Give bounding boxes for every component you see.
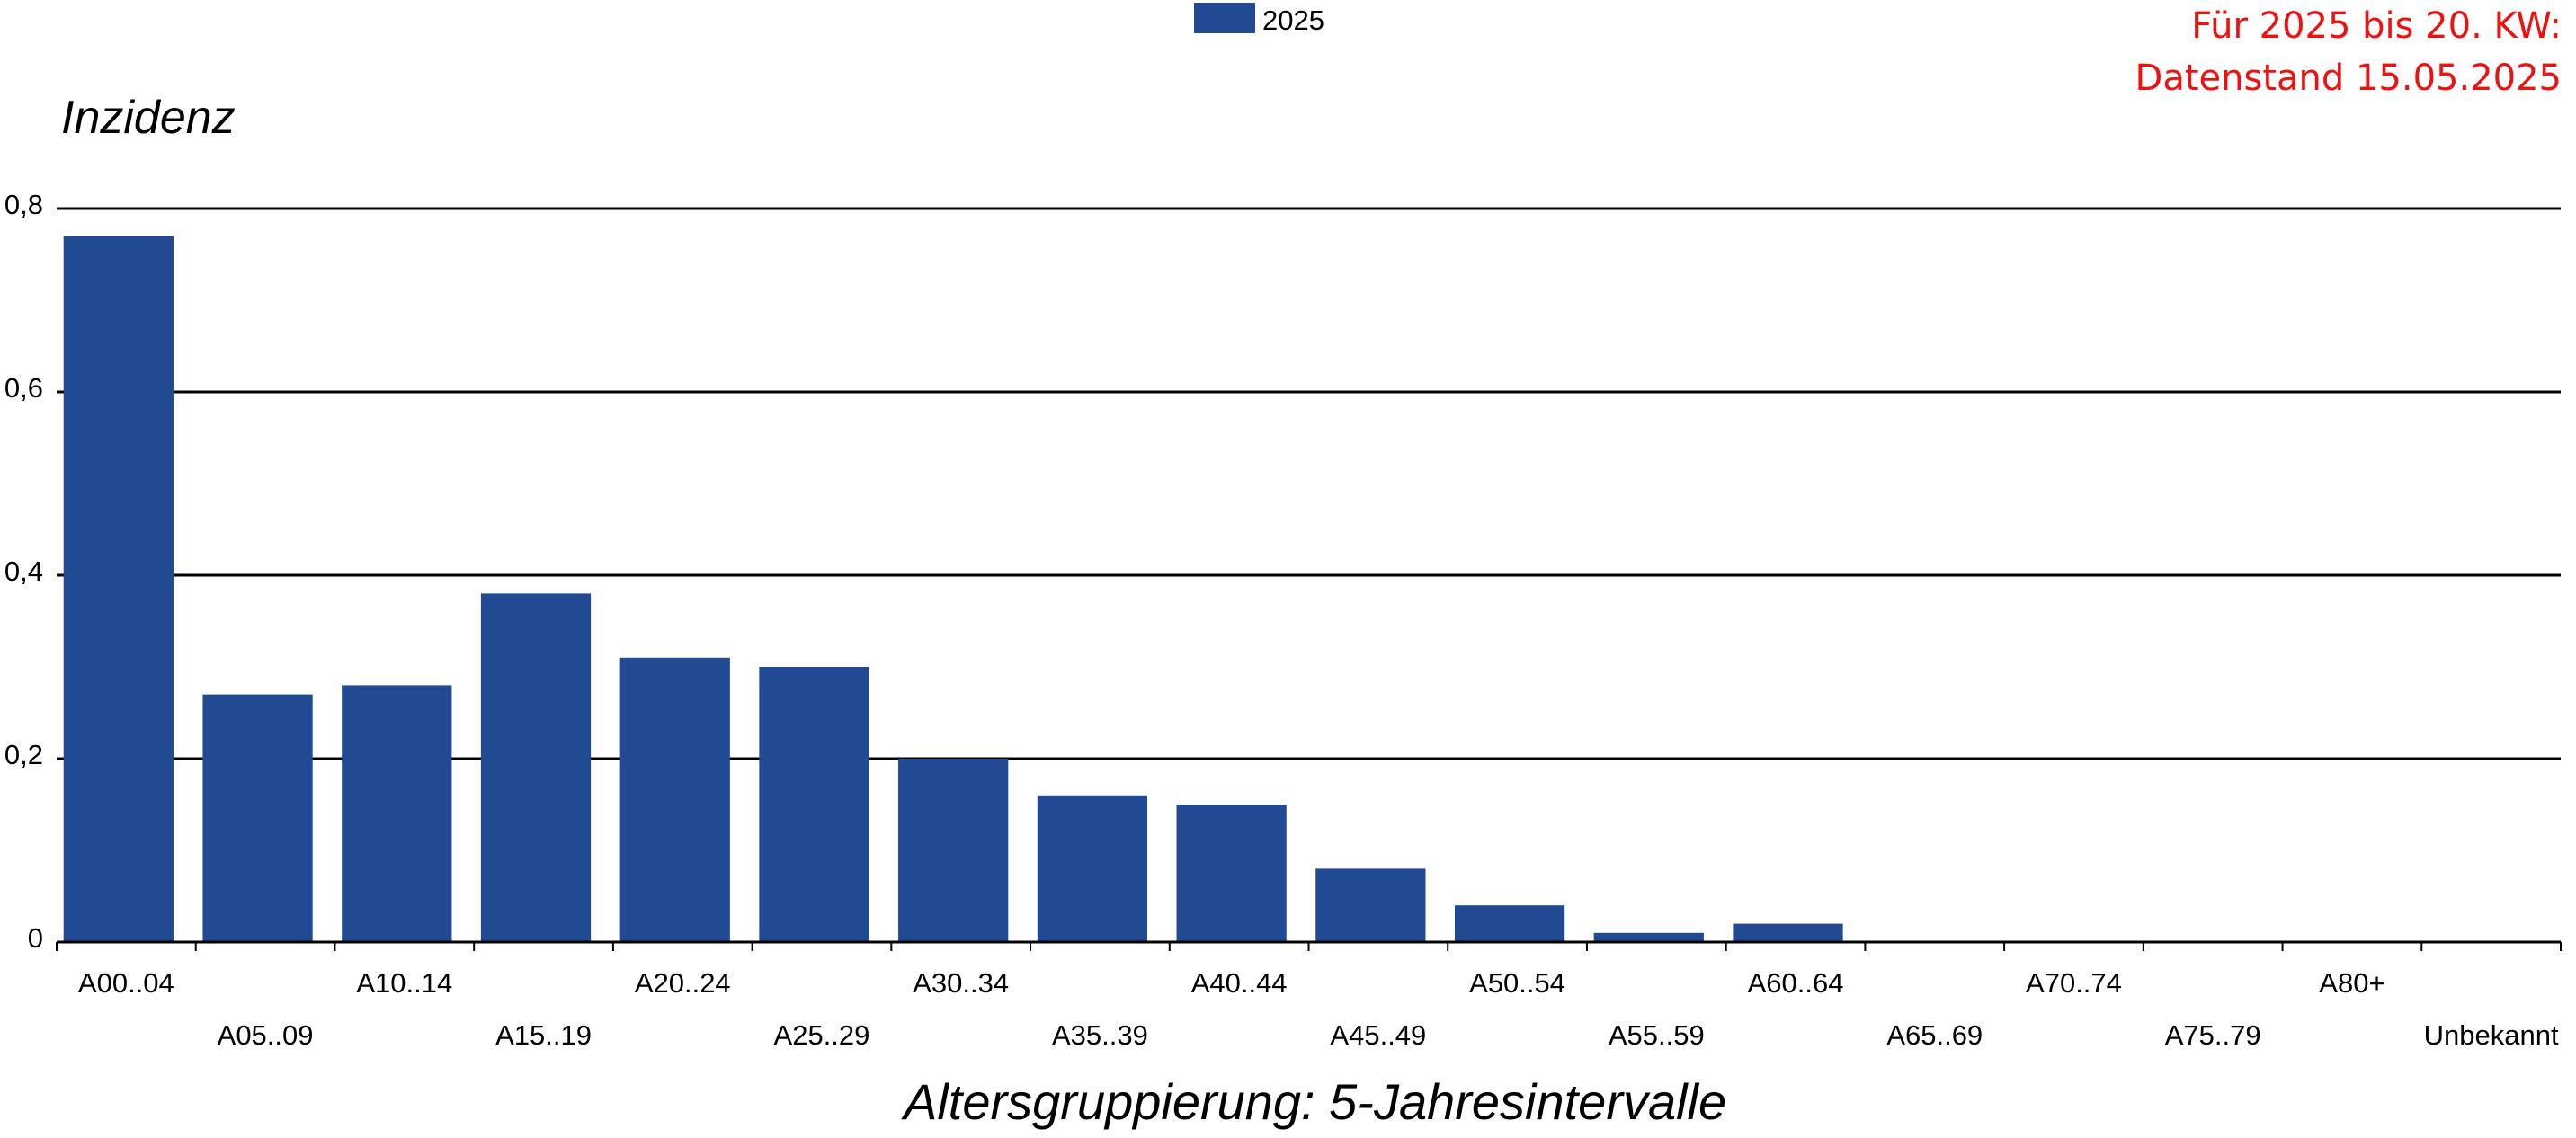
x-tick-label: A10..14 xyxy=(356,967,452,999)
y-tick-label: 0 xyxy=(28,922,43,954)
data-status-note: Für 2025 bis 20. KW: Datenstand 15.05.20… xyxy=(2135,0,2562,104)
y-tick-label: 0,4 xyxy=(4,556,43,587)
note-line-2: Datenstand 15.05.2025 xyxy=(2135,58,2562,99)
bar xyxy=(1315,868,1426,942)
axes xyxy=(56,940,2562,951)
tick-labels: 0 0,2 0,4 0,6 0,8 A00..04 A05..09 A10..14 A15..1… xyxy=(4,189,2559,1051)
y-tick-label: 0,8 xyxy=(4,189,43,220)
y-tick-label: 0,2 xyxy=(4,739,43,770)
bar xyxy=(759,667,869,942)
x-tick-label: A55..59 xyxy=(1609,1019,1705,1051)
bar xyxy=(1176,805,1287,942)
x-tick-label: A30..34 xyxy=(913,967,1009,999)
legend-swatch xyxy=(1194,3,1255,33)
bar xyxy=(202,694,313,942)
x-tick-label: A40..44 xyxy=(1191,967,1288,999)
x-tick-label: A15..19 xyxy=(495,1019,592,1051)
bar xyxy=(480,593,592,942)
bar xyxy=(898,759,1009,942)
x-tick-label: A25..29 xyxy=(774,1019,870,1051)
x-tick-label: A65..69 xyxy=(1886,1019,1983,1051)
gridlines xyxy=(57,207,2561,760)
x-tick-label: A35..39 xyxy=(1052,1019,1148,1051)
bar xyxy=(1037,795,1148,942)
bar xyxy=(63,236,174,943)
y-axis-title: Inzidenz xyxy=(61,92,236,144)
bar xyxy=(1733,923,1843,942)
x-tick-label: A70..74 xyxy=(2026,967,2122,999)
legend: 2025 xyxy=(1194,3,1324,36)
bar xyxy=(342,685,452,942)
x-axis-title: Altersgruppierung: 5-Jahresintervalle xyxy=(901,1073,1726,1130)
bar xyxy=(1593,932,1704,942)
x-tick-label: A75..79 xyxy=(2165,1019,2261,1051)
bar xyxy=(1454,905,1565,942)
legend-label: 2025 xyxy=(1262,4,1324,36)
x-tick-label: A50..54 xyxy=(1469,967,1565,999)
x-tick-label: Unbekannt xyxy=(2424,1019,2559,1051)
y-tick-label: 0,6 xyxy=(4,372,43,404)
bars xyxy=(63,236,1843,943)
note-line-1: Für 2025 bis 20. KW: xyxy=(2191,5,2562,47)
x-tick-label: A20..24 xyxy=(635,967,731,999)
x-tick-label: A00..04 xyxy=(78,967,174,999)
x-tick-label: A60..64 xyxy=(1748,967,1844,999)
bar xyxy=(619,657,730,942)
x-tick-label: A80+ xyxy=(2319,967,2384,999)
x-tick-label: A45..49 xyxy=(1330,1019,1426,1051)
x-tick-label: A05..09 xyxy=(218,1019,314,1051)
